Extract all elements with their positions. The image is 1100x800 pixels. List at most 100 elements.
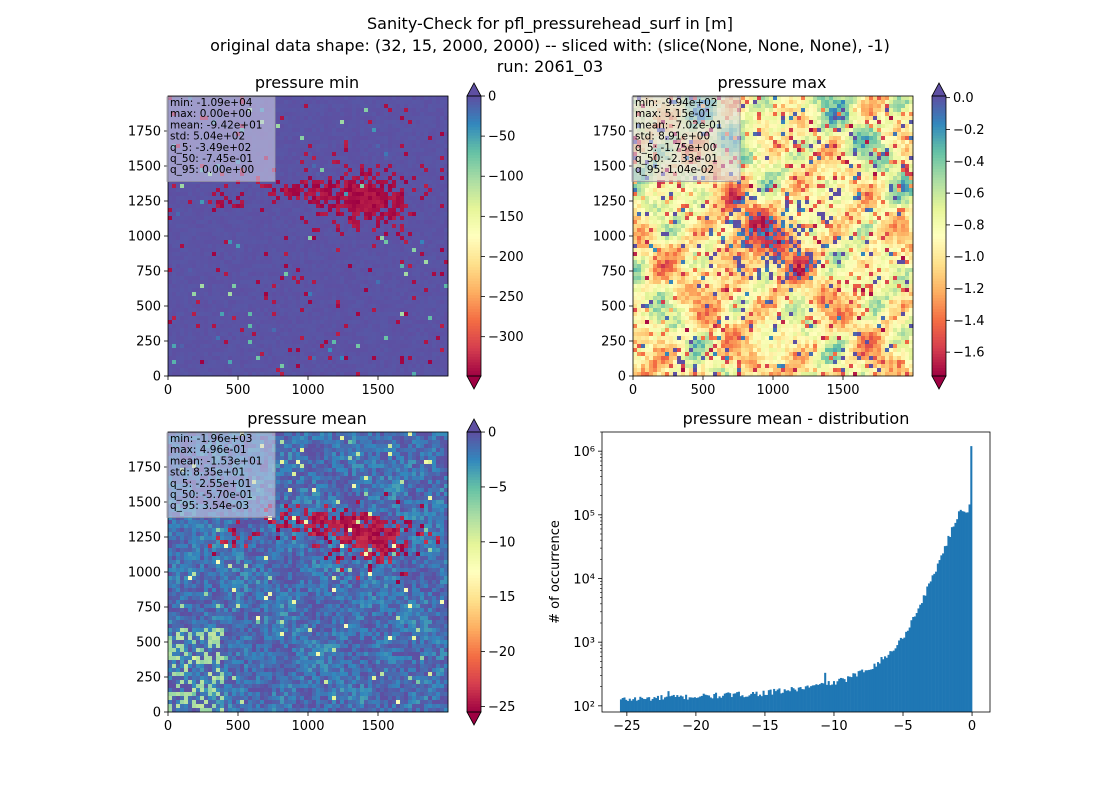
heatmap-cell: [288, 240, 292, 244]
heatmap-cell: [232, 288, 236, 292]
heatmap-cell: [424, 216, 428, 220]
heatmap-cell: [188, 260, 192, 264]
heatmap-cell: [376, 188, 380, 192]
heatmap-cell: [376, 124, 380, 128]
heatmap-cell: [200, 316, 204, 320]
heatmap-cell: [416, 140, 420, 144]
heatmap-cell: [244, 256, 248, 260]
heatmap-cell: [200, 300, 204, 304]
heatmap-cell: [196, 256, 200, 260]
heatmap-cell: [236, 232, 240, 236]
heatmap-cell: [428, 344, 432, 348]
heatmap-cell: [340, 212, 344, 216]
heatmap-cell: [224, 312, 228, 316]
heatmap-cell: [312, 232, 316, 236]
heatmap-cell: [236, 316, 240, 320]
heatmap-cell: [432, 304, 436, 308]
heatmap-cell: [292, 320, 296, 324]
heatmap-cell: [308, 320, 312, 324]
heatmap-cell: [192, 268, 196, 272]
heatmap-cell: [376, 344, 380, 348]
heatmap-cell: [344, 336, 348, 340]
heatmap-cell: [432, 120, 436, 124]
heatmap-cell: [368, 316, 372, 320]
heatmap-cell: [240, 308, 244, 312]
heatmap-cell: [320, 256, 324, 260]
heatmap-cell: [304, 292, 308, 296]
heatmap-cell: [368, 156, 372, 160]
heatmap-cell: [276, 152, 280, 156]
heatmap-cell: [392, 196, 396, 200]
heatmap-cell: [184, 320, 188, 324]
heatmap-cell: [396, 368, 400, 372]
heatmap-cell: [188, 320, 192, 324]
heatmap-cell: [372, 296, 376, 300]
heatmap-cell: [356, 256, 360, 260]
heatmap-cell: [280, 280, 284, 284]
colorbar-segment: [467, 314, 481, 317]
heatmap-cell: [308, 364, 312, 368]
heatmap-cell: [284, 136, 288, 140]
heatmap-cell: [184, 204, 188, 208]
heatmap-cell: [316, 348, 320, 352]
heatmap-cell: [380, 284, 384, 288]
heatmap-cell: [240, 348, 244, 352]
heatmap-cell: [180, 340, 184, 344]
heatmap-cell: [360, 272, 364, 276]
heatmap-cell: [348, 152, 352, 156]
heatmap-cell: [412, 248, 416, 252]
heatmap-cell: [204, 328, 208, 332]
heatmap-cell: [228, 352, 232, 356]
colorbar-segment: [467, 214, 481, 217]
heatmap-cell: [184, 208, 188, 212]
heatmap-cell: [220, 188, 224, 192]
heatmap-cell: [352, 364, 356, 368]
heatmap-cell: [352, 96, 356, 100]
heatmap-cell: [216, 260, 220, 264]
heatmap-cell: [424, 160, 428, 164]
heatmap-cell: [296, 320, 300, 324]
heatmap-cell: [340, 340, 344, 344]
heatmap-cell: [312, 128, 316, 132]
heatmap-cell: [264, 332, 268, 336]
heatmap-cell: [260, 232, 264, 236]
heatmap-cell: [364, 216, 368, 220]
heatmap-cell: [368, 244, 372, 248]
heatmap-cell: [304, 104, 308, 108]
heatmap-cell: [316, 132, 320, 136]
heatmap-cell: [316, 360, 320, 364]
heatmap-cell: [288, 296, 292, 300]
heatmap-cell: [200, 232, 204, 236]
heatmap-cell: [328, 332, 332, 336]
heatmap-cell: [240, 332, 244, 336]
heatmap-cell: [368, 324, 372, 328]
heatmap-cell: [312, 160, 316, 164]
heatmap-cell: [308, 212, 312, 216]
heatmap-cell: [360, 308, 364, 312]
heatmap-cell: [228, 336, 232, 340]
heatmap-cell: [284, 140, 288, 144]
heatmap-cell: [256, 348, 260, 352]
heatmap-cell: [364, 232, 368, 236]
heatmap-cell: [312, 104, 316, 108]
heatmap-cell: [392, 112, 396, 116]
heatmap-cell: [372, 216, 376, 220]
heatmap-cell: [408, 364, 412, 368]
heatmap-cell: [232, 364, 236, 368]
heatmap-cell: [368, 352, 372, 356]
heatmap-cell: [272, 252, 276, 256]
heatmap-cell: [288, 176, 292, 180]
heatmap-cell: [360, 364, 364, 368]
heatmap-cell: [424, 196, 428, 200]
heatmap-cell: [268, 264, 272, 268]
heatmap-cell: [344, 132, 348, 136]
heatmap-cell: [420, 308, 424, 312]
stats-line: q_50: -7.45e-01: [170, 153, 253, 165]
heatmap-cell: [432, 316, 436, 320]
heatmap-cell: [440, 292, 444, 296]
heatmap-cell: [168, 340, 172, 344]
heatmap-cell: [244, 196, 248, 200]
heatmap-cell: [412, 292, 416, 296]
heatmap-cell: [348, 192, 352, 196]
heatmap-cell: [196, 204, 200, 208]
